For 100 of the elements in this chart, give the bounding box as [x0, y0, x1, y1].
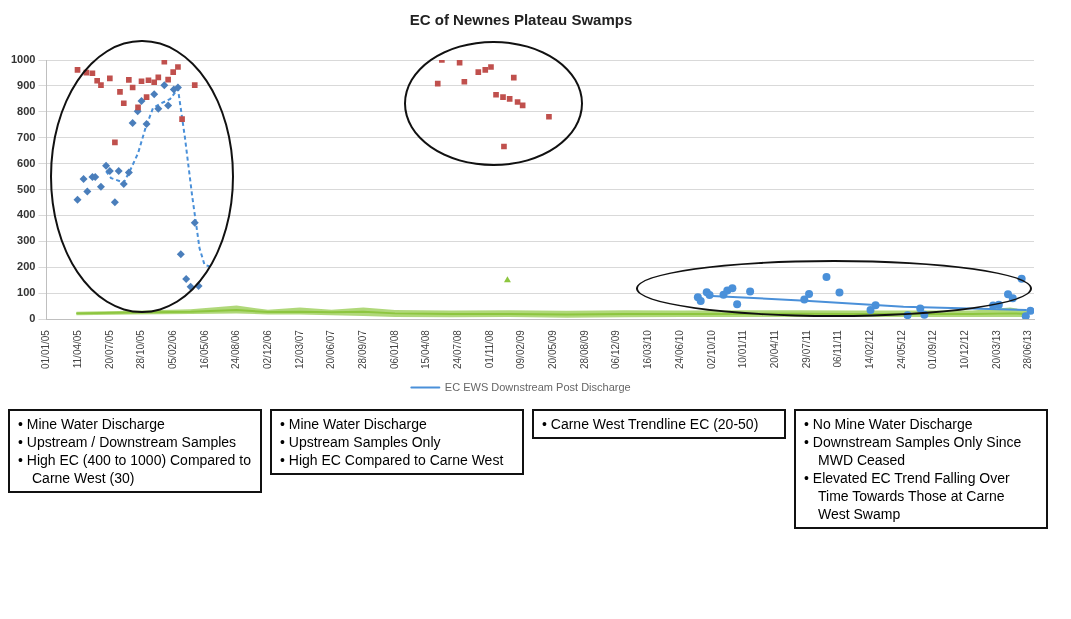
- y-tick-label: 200: [17, 260, 36, 273]
- point: [142, 119, 151, 128]
- x-tick-label: 11/04/05: [71, 329, 83, 369]
- text: • Mine Water Discharge • Upstream Samples Only • High EC Compared to Carne West: [280, 415, 505, 469]
- point: [83, 187, 92, 196]
- point: [154, 104, 163, 113]
- point: [805, 289, 814, 298]
- x-tick-label: 16/05/06: [198, 329, 210, 370]
- point: [73, 195, 82, 204]
- point: [137, 96, 146, 105]
- x-tick-label: 28/09/07: [357, 329, 369, 370]
- point: [143, 94, 150, 100]
- x-tick-label: 24/08/06: [230, 329, 242, 370]
- point: [1004, 290, 1013, 299]
- point: [79, 174, 88, 183]
- x-tick-label: 20/04/11: [768, 329, 780, 369]
- point: [482, 67, 489, 73]
- point: [151, 79, 158, 86]
- point: [164, 101, 173, 110]
- point: [155, 74, 162, 81]
- x-tick-label: 15/04/08: [420, 329, 432, 370]
- point: [434, 80, 441, 87]
- point: [138, 78, 145, 85]
- point: [835, 288, 844, 297]
- x-tick-label: 06/11/11: [832, 329, 844, 368]
- x-tick-label: 24/06/10: [673, 329, 685, 370]
- y-tick-label: 1000: [10, 53, 36, 66]
- y-tick-label: 700: [17, 130, 36, 143]
- point: [176, 250, 185, 259]
- point: [510, 74, 517, 81]
- point: [117, 89, 123, 95]
- point: [1021, 312, 1030, 320]
- point: [160, 81, 169, 90]
- point: [105, 166, 114, 175]
- point: [916, 304, 925, 313]
- x-tick-label: 20/06/07: [325, 329, 337, 370]
- point: [800, 295, 809, 304]
- x-tick-label: 28/10/05: [135, 329, 147, 370]
- x-tick-label: 06/01/08: [388, 329, 400, 370]
- point: [128, 118, 137, 127]
- point: [126, 77, 132, 83]
- x-tick-label: 12/03/07: [293, 329, 305, 370]
- chart-title: EC of Newnes Plateau Swamps: [409, 11, 633, 29]
- y-tick-label: 500: [17, 182, 36, 195]
- point: [150, 90, 159, 99]
- text: • No Mine Water Discharge • Downstream Samples Only Since MWD Ceased • Elevated EC Trend Falling Over Time Towards Those at Carne West Swamp: [804, 415, 1023, 523]
- point: [493, 91, 499, 98]
- point: [107, 75, 113, 82]
- point: [506, 96, 513, 102]
- point: [191, 82, 198, 88]
- x-tick-label: 24/07/08: [452, 329, 464, 370]
- point: [179, 116, 185, 122]
- point: [173, 83, 182, 92]
- point: [746, 287, 755, 296]
- x-tick-label: 02/10/10: [705, 329, 717, 370]
- point: [96, 182, 105, 191]
- point: [728, 284, 737, 293]
- x-tick-label: 28/08/09: [578, 329, 590, 370]
- x-tick-label: 24/05/12: [895, 329, 907, 370]
- legend-label: EC EWS Downstream Post Discharge: [444, 380, 631, 393]
- point: [514, 99, 521, 105]
- x-tick-label: 01/09/12: [927, 329, 939, 370]
- point: [161, 60, 168, 65]
- x-tick-label: 29/07/11: [800, 329, 812, 369]
- point: [182, 274, 191, 283]
- x-tick-label: 10/01/11: [737, 329, 749, 369]
- x-tick-label: 20/05/09: [547, 329, 559, 370]
- x-tick-label: 20/07/05: [103, 329, 115, 370]
- point: [135, 104, 141, 111]
- point: [501, 143, 507, 150]
- x-tick-label: 05/02/06: [166, 329, 178, 370]
- x-tick-label: 09/02/09: [515, 329, 527, 370]
- point: [120, 100, 127, 107]
- point: [89, 70, 96, 77]
- point: [74, 67, 81, 73]
- point: [110, 198, 119, 207]
- point: [733, 300, 742, 309]
- point: [503, 276, 511, 283]
- y-tick-label: 0: [29, 312, 36, 325]
- y-tick-label: 600: [17, 156, 36, 169]
- point: [866, 306, 875, 315]
- point: [112, 139, 118, 146]
- y-tick-label: 900: [17, 78, 36, 91]
- x-tick-label: 20/03/13: [990, 329, 1002, 370]
- point: [175, 64, 181, 70]
- x-tick-label: 28/06/13: [1022, 329, 1034, 370]
- point: [461, 78, 468, 85]
- point: [822, 273, 831, 282]
- y-tick-label: 800: [17, 104, 36, 117]
- x-tick-label: 14/02/12: [863, 329, 875, 370]
- x-tick-label: 10/12/12: [959, 329, 970, 370]
- x-tick-label: 16/03/10: [642, 329, 654, 370]
- point: [98, 82, 104, 88]
- point: [1026, 306, 1034, 315]
- x-tick-label: 02/12/06: [261, 329, 273, 370]
- y-tick-label: 300: [17, 234, 36, 247]
- text: • Mine Water Discharge • Upstream / Downstream Samples • High EC (400 to 1000) Compared to Carne West (30): [18, 415, 252, 487]
- point: [546, 113, 552, 120]
- point: [102, 161, 111, 170]
- point: [145, 77, 152, 84]
